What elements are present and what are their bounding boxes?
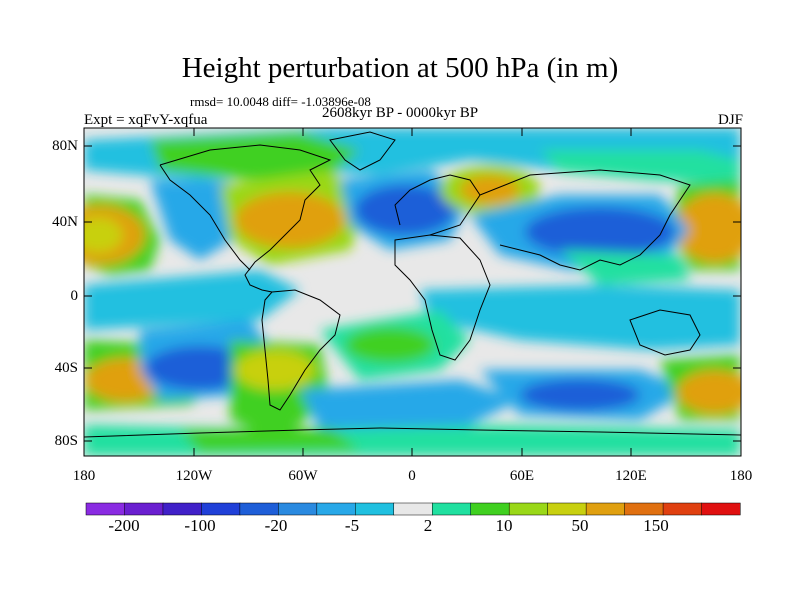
- field-darkblue-spacific: [145, 346, 255, 390]
- lon-label-180e: 180: [729, 468, 753, 484]
- period-label: 2608kyr BP - 0000kyr BP: [322, 105, 479, 121]
- field-teal-siberia: [540, 150, 740, 185]
- experiment-label: Expt = xqFvY-xqfua: [84, 112, 208, 128]
- field-blue-southern-atlantic: [300, 380, 520, 430]
- colorbar-label: 10: [495, 516, 513, 535]
- colorbar-label: 2: [423, 516, 433, 535]
- colorbar-swatch: [124, 502, 164, 516]
- colorbar-swatch: [585, 502, 626, 516]
- colorbar-swatch: [239, 502, 279, 516]
- colorbar-swatch: [355, 502, 395, 516]
- field-orange-europe: [460, 175, 520, 205]
- coast-greenland: [329, 131, 396, 171]
- field-teal-seasia: [560, 250, 690, 285]
- colorbar: [85, 502, 741, 516]
- colorbar-label: -5: [344, 516, 360, 535]
- axis-ticks: [84, 128, 741, 456]
- field-darkblue-natlantic: [355, 185, 455, 235]
- lon-label-60e: 60E: [509, 468, 535, 484]
- lat-label-40s: 40S: [54, 360, 78, 376]
- colorbar-label: -20: [264, 516, 288, 535]
- colorbar-label: 50: [571, 516, 589, 535]
- lat-label-0: 0: [70, 288, 79, 304]
- colorbar-swatch: [701, 502, 741, 516]
- colorbar-swatch: [201, 502, 241, 516]
- coast-antarctica: [84, 427, 741, 438]
- stats-line: rmsd= 10.0048 diff= -1.03896e-08: [190, 94, 371, 109]
- field-yellow-npacific-w: [84, 217, 123, 253]
- coast-north-america-west: [159, 164, 251, 271]
- season-label: DJF: [717, 112, 743, 128]
- coastlines: [84, 131, 741, 438]
- lat-label-80s: 80S: [54, 433, 78, 449]
- lon-label-120w: 120W: [175, 468, 213, 484]
- field-cyan-indian: [420, 285, 740, 350]
- coast-south-america: [261, 289, 341, 411]
- colorbar-label: -200: [108, 516, 140, 535]
- field-green-arctic: [150, 132, 360, 180]
- coast-north-america: [159, 144, 332, 293]
- colorbar-label: 150: [643, 516, 669, 535]
- plot-title: Height perturbation at 500 hPa (in m): [181, 52, 619, 84]
- field-orange-spacific-e: [677, 370, 741, 414]
- coast-africa: [394, 234, 491, 361]
- colorbar-swatch: [662, 502, 703, 516]
- colorbar-swatch: [508, 502, 549, 516]
- field-orange-namerica: [235, 192, 345, 248]
- colorbar-swatch: [547, 502, 587, 516]
- colorbar-swatch: [624, 502, 664, 516]
- colorbar-swatch: [316, 502, 356, 516]
- colorbar-label: -100: [184, 516, 216, 535]
- coast-asia: [479, 169, 691, 271]
- field-green-antarctic: [180, 428, 360, 452]
- lat-label-80n: 80N: [52, 138, 78, 154]
- height-field: [84, 128, 741, 456]
- lon-label-180w: 180: [72, 468, 96, 484]
- field-yellow-samerica: [235, 350, 315, 390]
- colorbar-swatch: [162, 502, 202, 516]
- field-orange-npacific-e: [675, 193, 741, 263]
- field-green-satlantic: [345, 327, 435, 363]
- colorbar-swatch: [431, 502, 472, 516]
- field-cyan-tropical-pacific: [84, 270, 300, 330]
- field-darkblue-southern-indian: [520, 379, 640, 411]
- coast-europe: [394, 174, 481, 236]
- colorbar-swatch: [393, 502, 433, 516]
- lon-label-120e: 120E: [615, 468, 647, 484]
- lat-label-40n: 40N: [52, 214, 78, 230]
- field-darkblue-asia: [525, 207, 675, 257]
- colorbar-swatch: [278, 502, 318, 516]
- lon-label-0: 0: [408, 468, 416, 484]
- colorbar-swatch: [85, 502, 126, 516]
- coast-australia: [629, 309, 701, 356]
- lon-label-60w: 60W: [288, 468, 318, 484]
- colorbar-swatch: [470, 502, 510, 516]
